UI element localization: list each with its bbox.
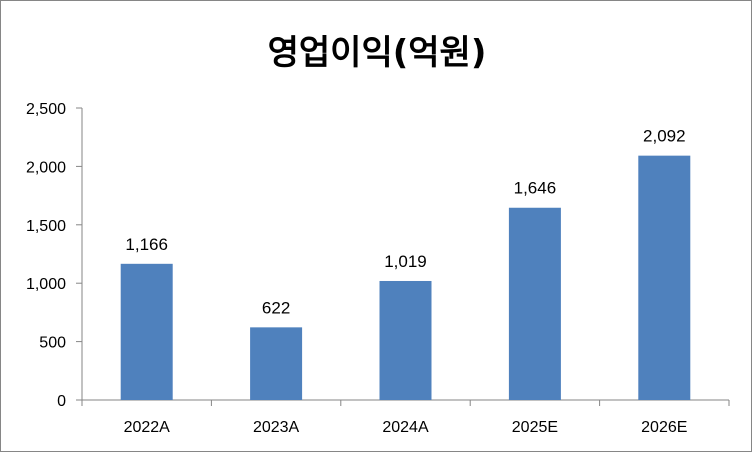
- y-tick-label: 500: [39, 335, 66, 352]
- x-tick-label: 2022A: [124, 419, 171, 436]
- y-tick-label: 1,500: [26, 218, 66, 235]
- bar-2026E: [638, 155, 691, 400]
- bars: [120, 155, 691, 400]
- y-tick-label: 2,500: [26, 101, 66, 118]
- bar-2024A: [379, 280, 432, 400]
- data-label: 2,092: [643, 127, 686, 146]
- x-axis: 2022A 2023A 2024A 2025E 2026E: [81, 399, 730, 436]
- y-tick-label: 0: [57, 393, 66, 410]
- x-tick-label: 2026E: [641, 419, 687, 436]
- data-label: 622: [262, 298, 290, 317]
- bar-2023A: [250, 327, 303, 400]
- bar-2025E: [508, 207, 561, 400]
- y-axis: 0 500 1,000 1,500 2,000 2,500: [26, 101, 83, 410]
- bar-2022A: [120, 263, 173, 400]
- x-tick-label: 2023A: [253, 419, 300, 436]
- y-tick-label: 1,000: [26, 276, 66, 293]
- x-tick-label: 2024A: [382, 419, 429, 436]
- x-tick-label: 2025E: [512, 419, 558, 436]
- data-label: 1,646: [514, 179, 557, 198]
- data-label: 1,166: [125, 235, 168, 254]
- y-tick-label: 2,000: [26, 159, 66, 176]
- chart-title: 영업이익(억원): [268, 33, 487, 73]
- data-labels: 1,166 622 1,019 1,646 2,092: [125, 127, 685, 318]
- data-label: 1,019: [384, 252, 427, 271]
